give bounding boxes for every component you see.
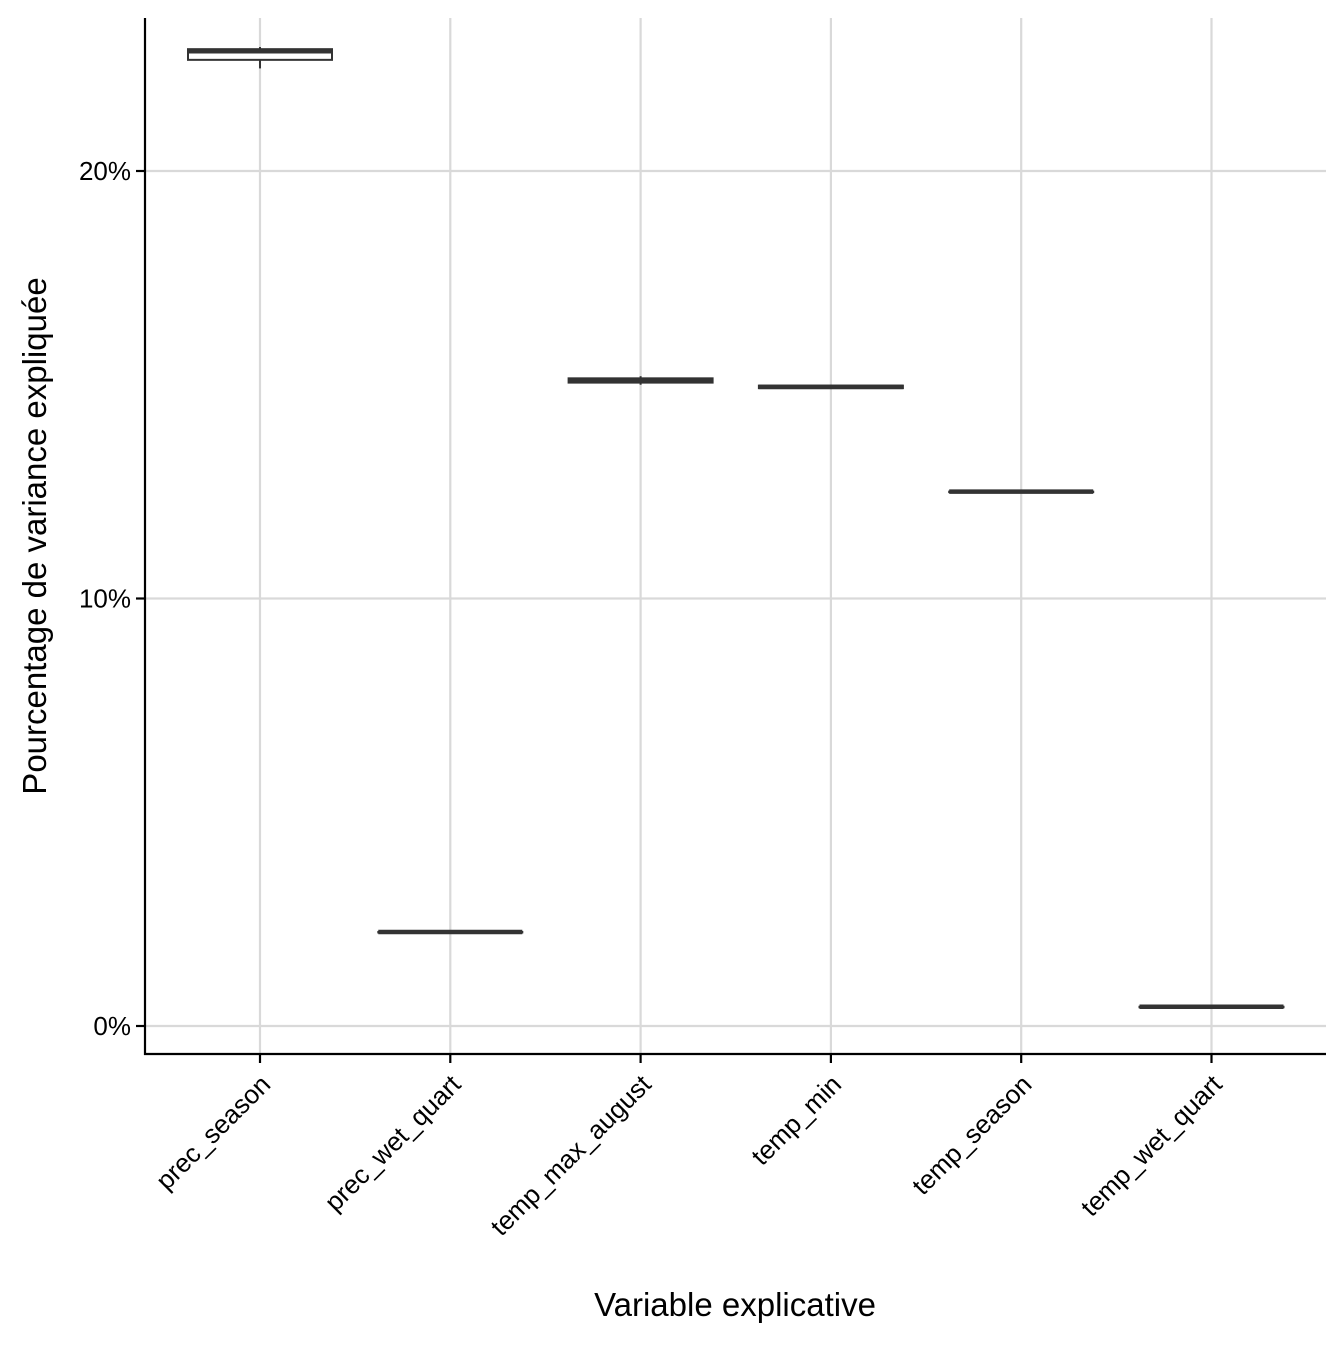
box-prec_wet_quart	[377, 929, 524, 935]
x-axis-title: Variable explicative	[594, 1286, 876, 1323]
box-temp_wet_quart	[1138, 1004, 1285, 1010]
grid-lines	[145, 18, 1326, 1054]
box-temp_max_august	[567, 376, 714, 385]
box-temp_season	[948, 489, 1095, 494]
box-prec_season	[187, 47, 333, 69]
y-tick-label-0: 0%	[93, 1011, 131, 1041]
axes	[136, 18, 1326, 1063]
box-temp_min	[757, 384, 904, 390]
y-tick-label-1: 10%	[79, 584, 131, 614]
y-tick-label-2: 20%	[79, 156, 131, 186]
y-axis-title: Pourcentage de variance expliquée	[16, 277, 53, 794]
boxes	[187, 47, 1285, 1010]
